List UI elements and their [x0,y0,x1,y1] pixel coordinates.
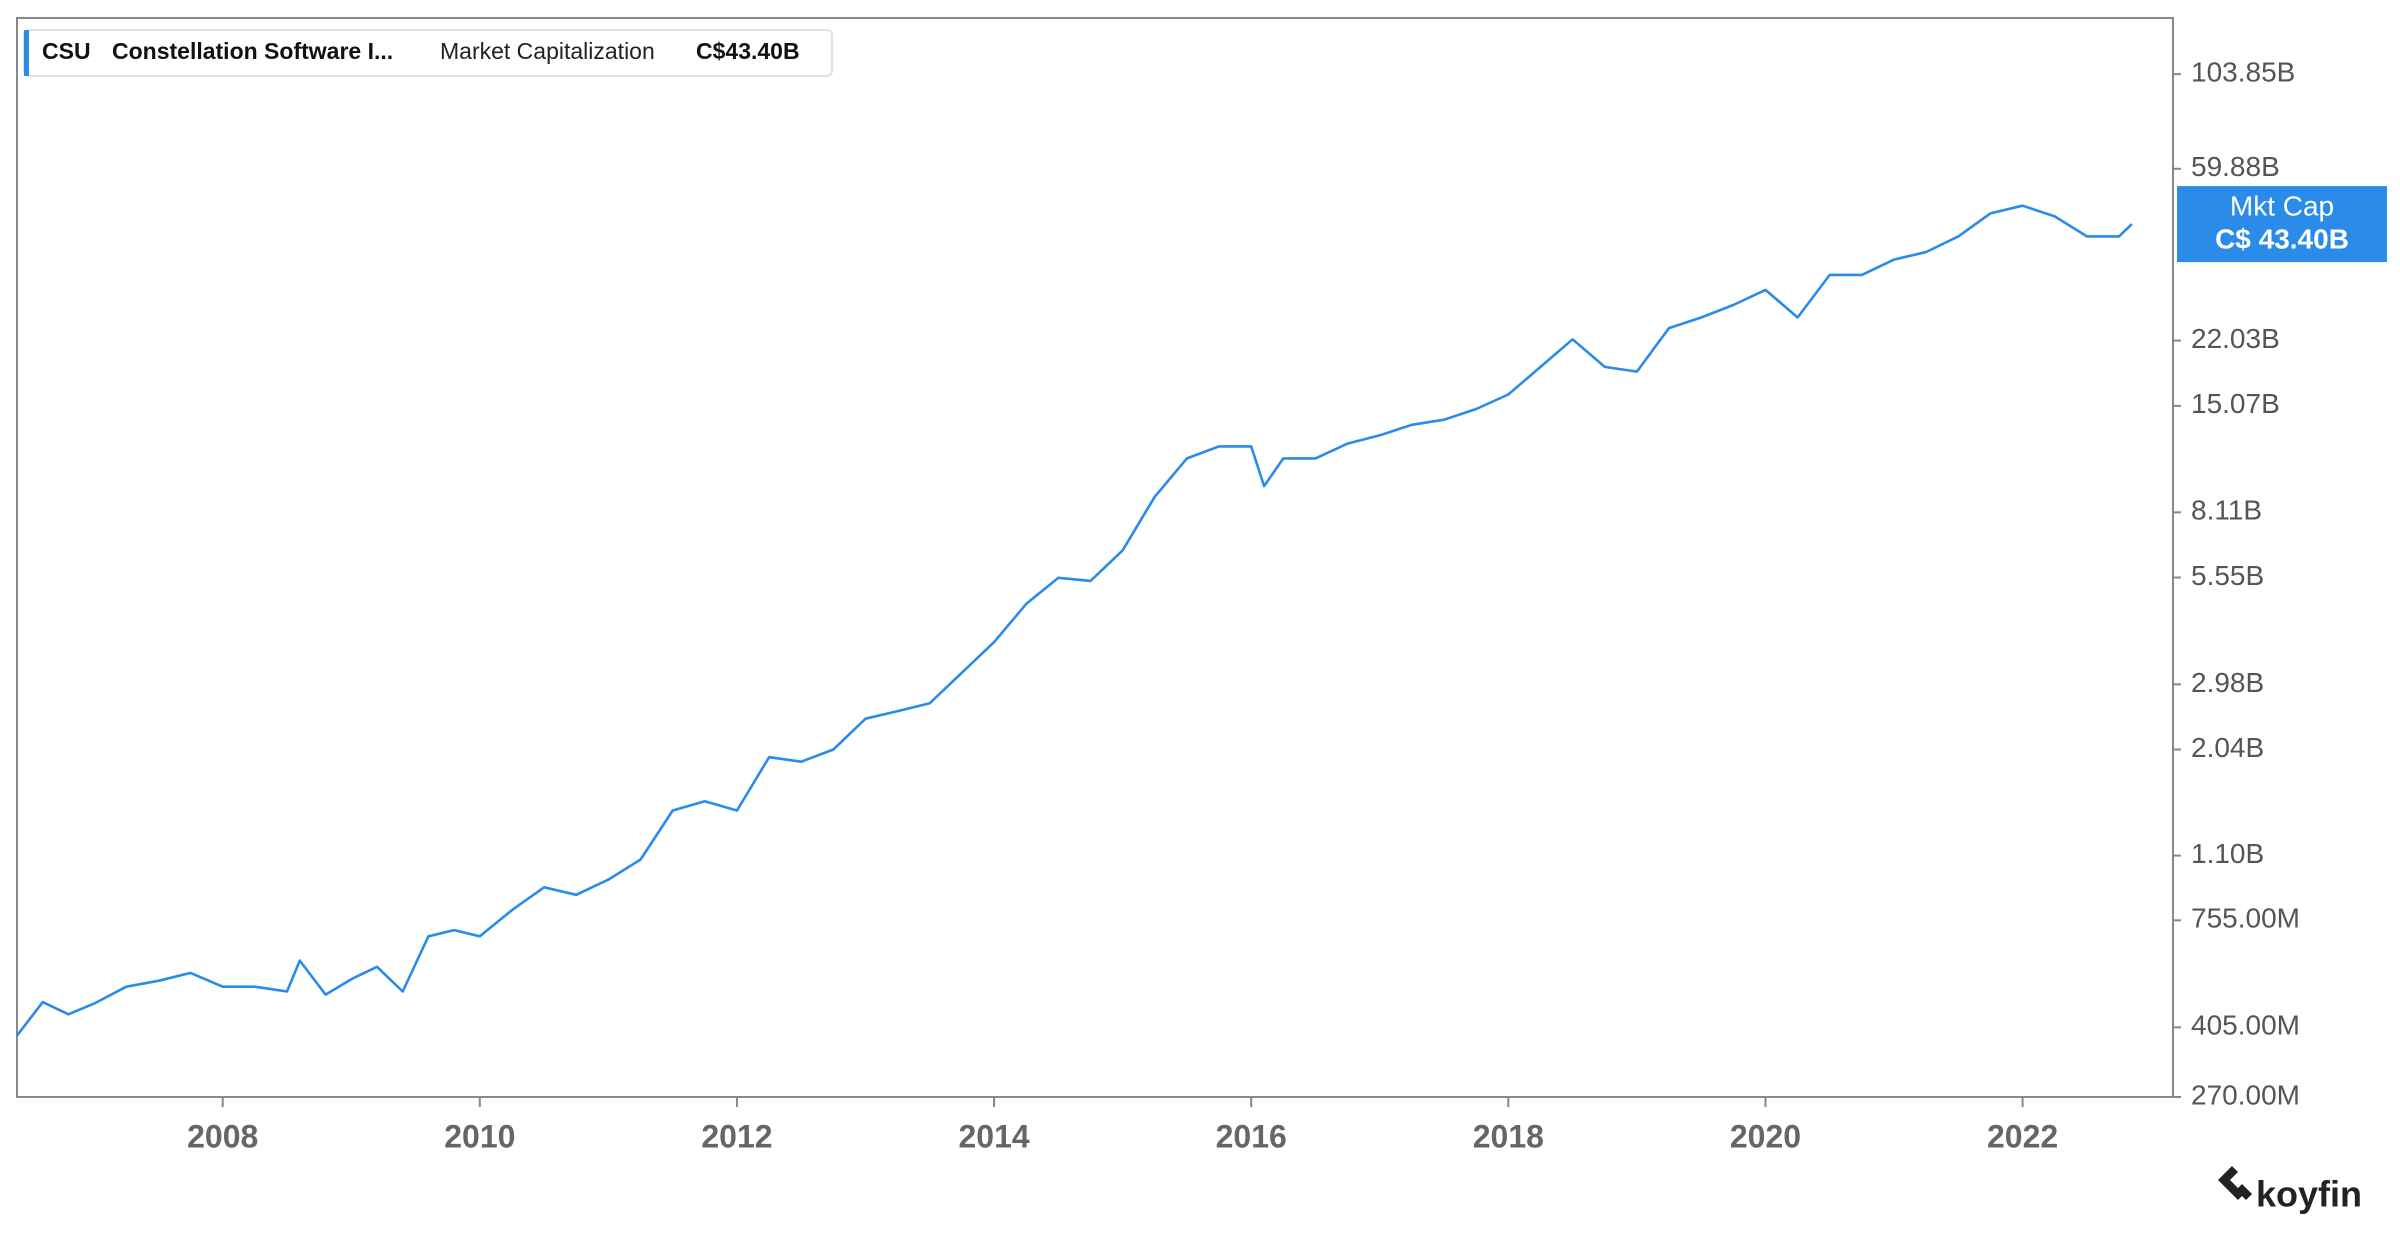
x-tick-label: 2012 [701,1118,772,1154]
y-tick-label: 270.00M [2191,1079,2300,1110]
badge-background [2177,186,2387,263]
koyfin-logo: koyfin [2218,1166,2362,1215]
badge-name: Mkt Cap [2230,190,2334,221]
x-tick-label: 2022 [1987,1118,2058,1154]
x-tick-label: 2018 [1473,1118,1544,1154]
series-line [15,204,2133,1037]
y-tick-label: 5.55B [2191,560,2264,591]
y-tick-label: 22.03B [2191,323,2280,354]
legend-metric: Market Capitalization [440,38,655,64]
y-tick-label: 2.04B [2191,732,2264,763]
legend-value: C$43.40B [696,38,800,64]
x-tick-label: 2020 [1730,1118,1801,1154]
y-tick-label: 15.07B [2191,388,2280,419]
legend-company: Constellation Software I... [112,38,393,64]
badge-value: C$ 43.40B [2215,223,2349,254]
x-tick-label: 2014 [958,1118,1029,1154]
x-tick-label: 2008 [187,1118,258,1154]
y-tick-label: 755.00M [2191,903,2300,934]
legend-box: CSU Constellation Software I... Market C… [23,29,833,77]
x-tick-label: 2016 [1216,1118,1287,1154]
y-tick-label: 8.11B [2191,495,2262,526]
logo-text: koyfin [2256,1174,2362,1215]
y-tick-label: 1.10B [2191,838,2264,869]
y-tick-label: 103.85B [2191,57,2295,88]
x-tick-label: 2010 [444,1118,515,1154]
y-tick-label: 405.00M [2191,1010,2300,1041]
logo-icon [2218,1166,2252,1200]
plot-frame [16,17,2174,1098]
y-tick-label: 59.88B [2191,151,2280,182]
legend-swatch [24,30,29,76]
legend-ticker: CSU [42,38,91,64]
y-tick-label: 2.98B [2191,667,2264,698]
